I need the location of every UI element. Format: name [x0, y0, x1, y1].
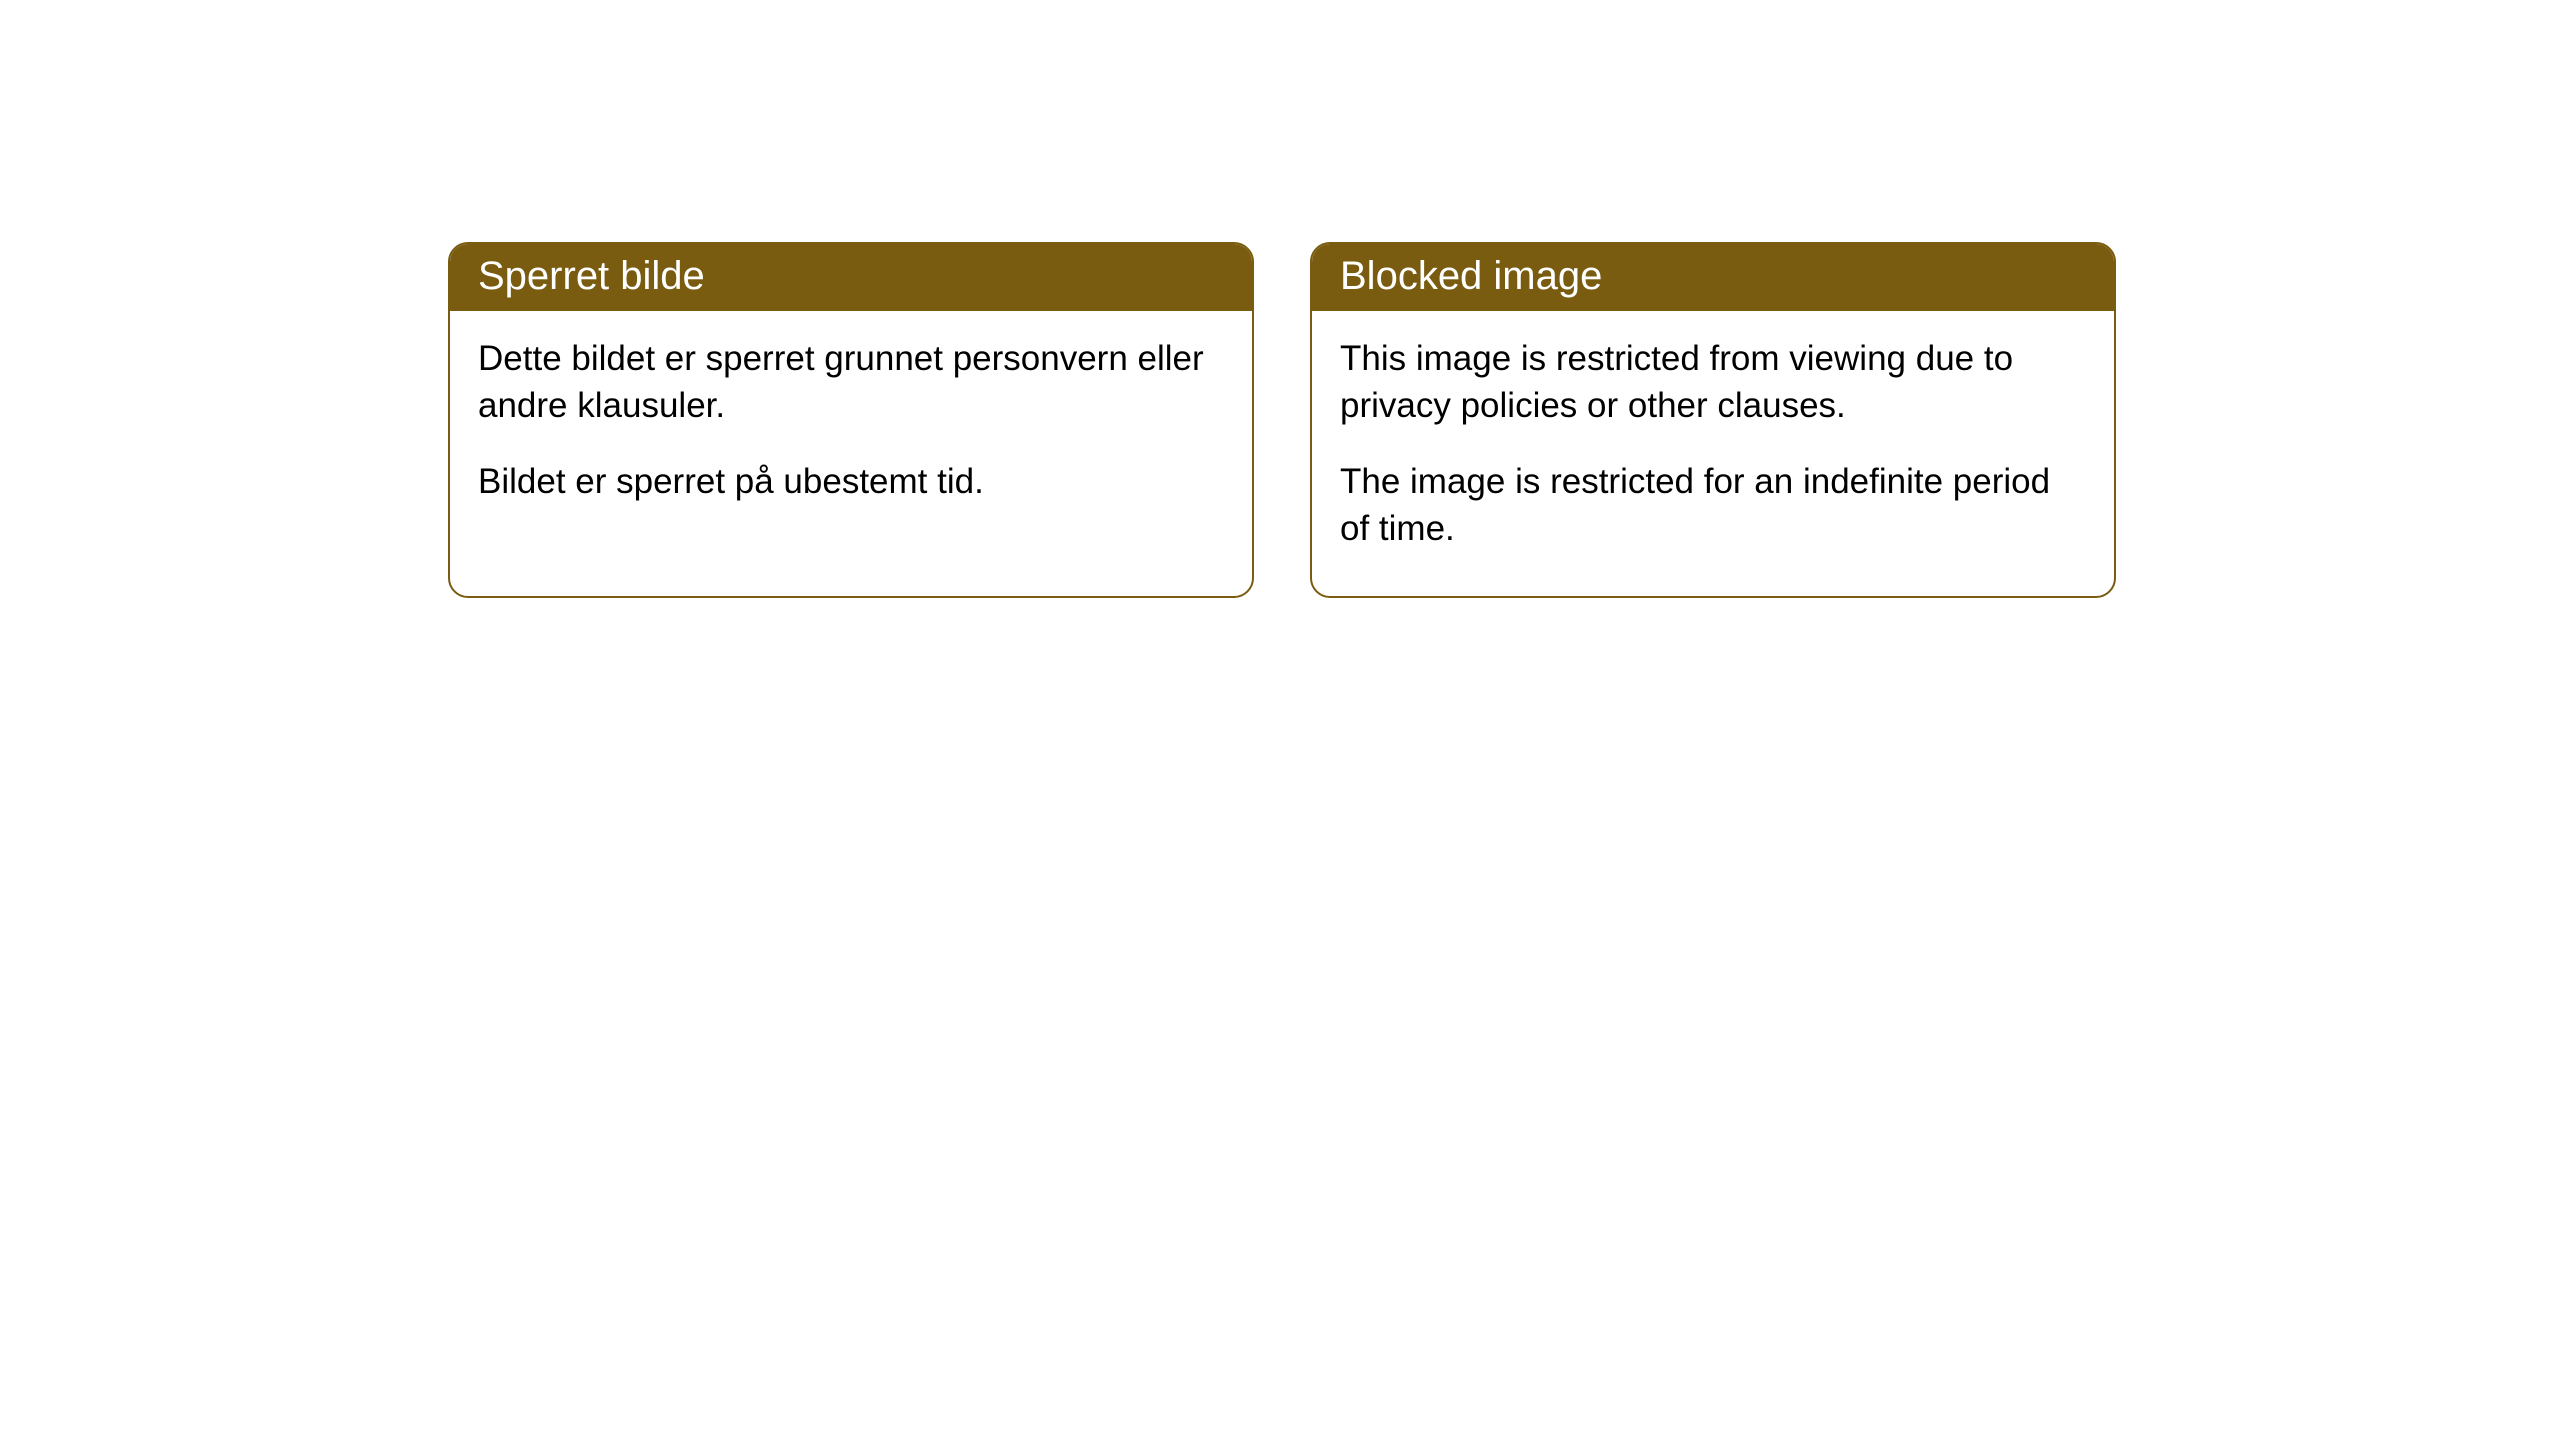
notice-cards-container: Sperret bilde Dette bildet er sperret gr… — [0, 0, 2560, 598]
card-title: Blocked image — [1312, 244, 2114, 311]
card-paragraph: This image is restricted from viewing du… — [1340, 335, 2086, 430]
card-paragraph: The image is restricted for an indefinit… — [1340, 458, 2086, 553]
notice-card-norwegian: Sperret bilde Dette bildet er sperret gr… — [448, 242, 1254, 598]
card-paragraph: Dette bildet er sperret grunnet personve… — [478, 335, 1224, 430]
notice-card-english: Blocked image This image is restricted f… — [1310, 242, 2116, 598]
card-paragraph: Bildet er sperret på ubestemt tid. — [478, 458, 1224, 505]
card-title: Sperret bilde — [450, 244, 1252, 311]
card-body: This image is restricted from viewing du… — [1312, 311, 2114, 596]
card-body: Dette bildet er sperret grunnet personve… — [450, 311, 1252, 549]
